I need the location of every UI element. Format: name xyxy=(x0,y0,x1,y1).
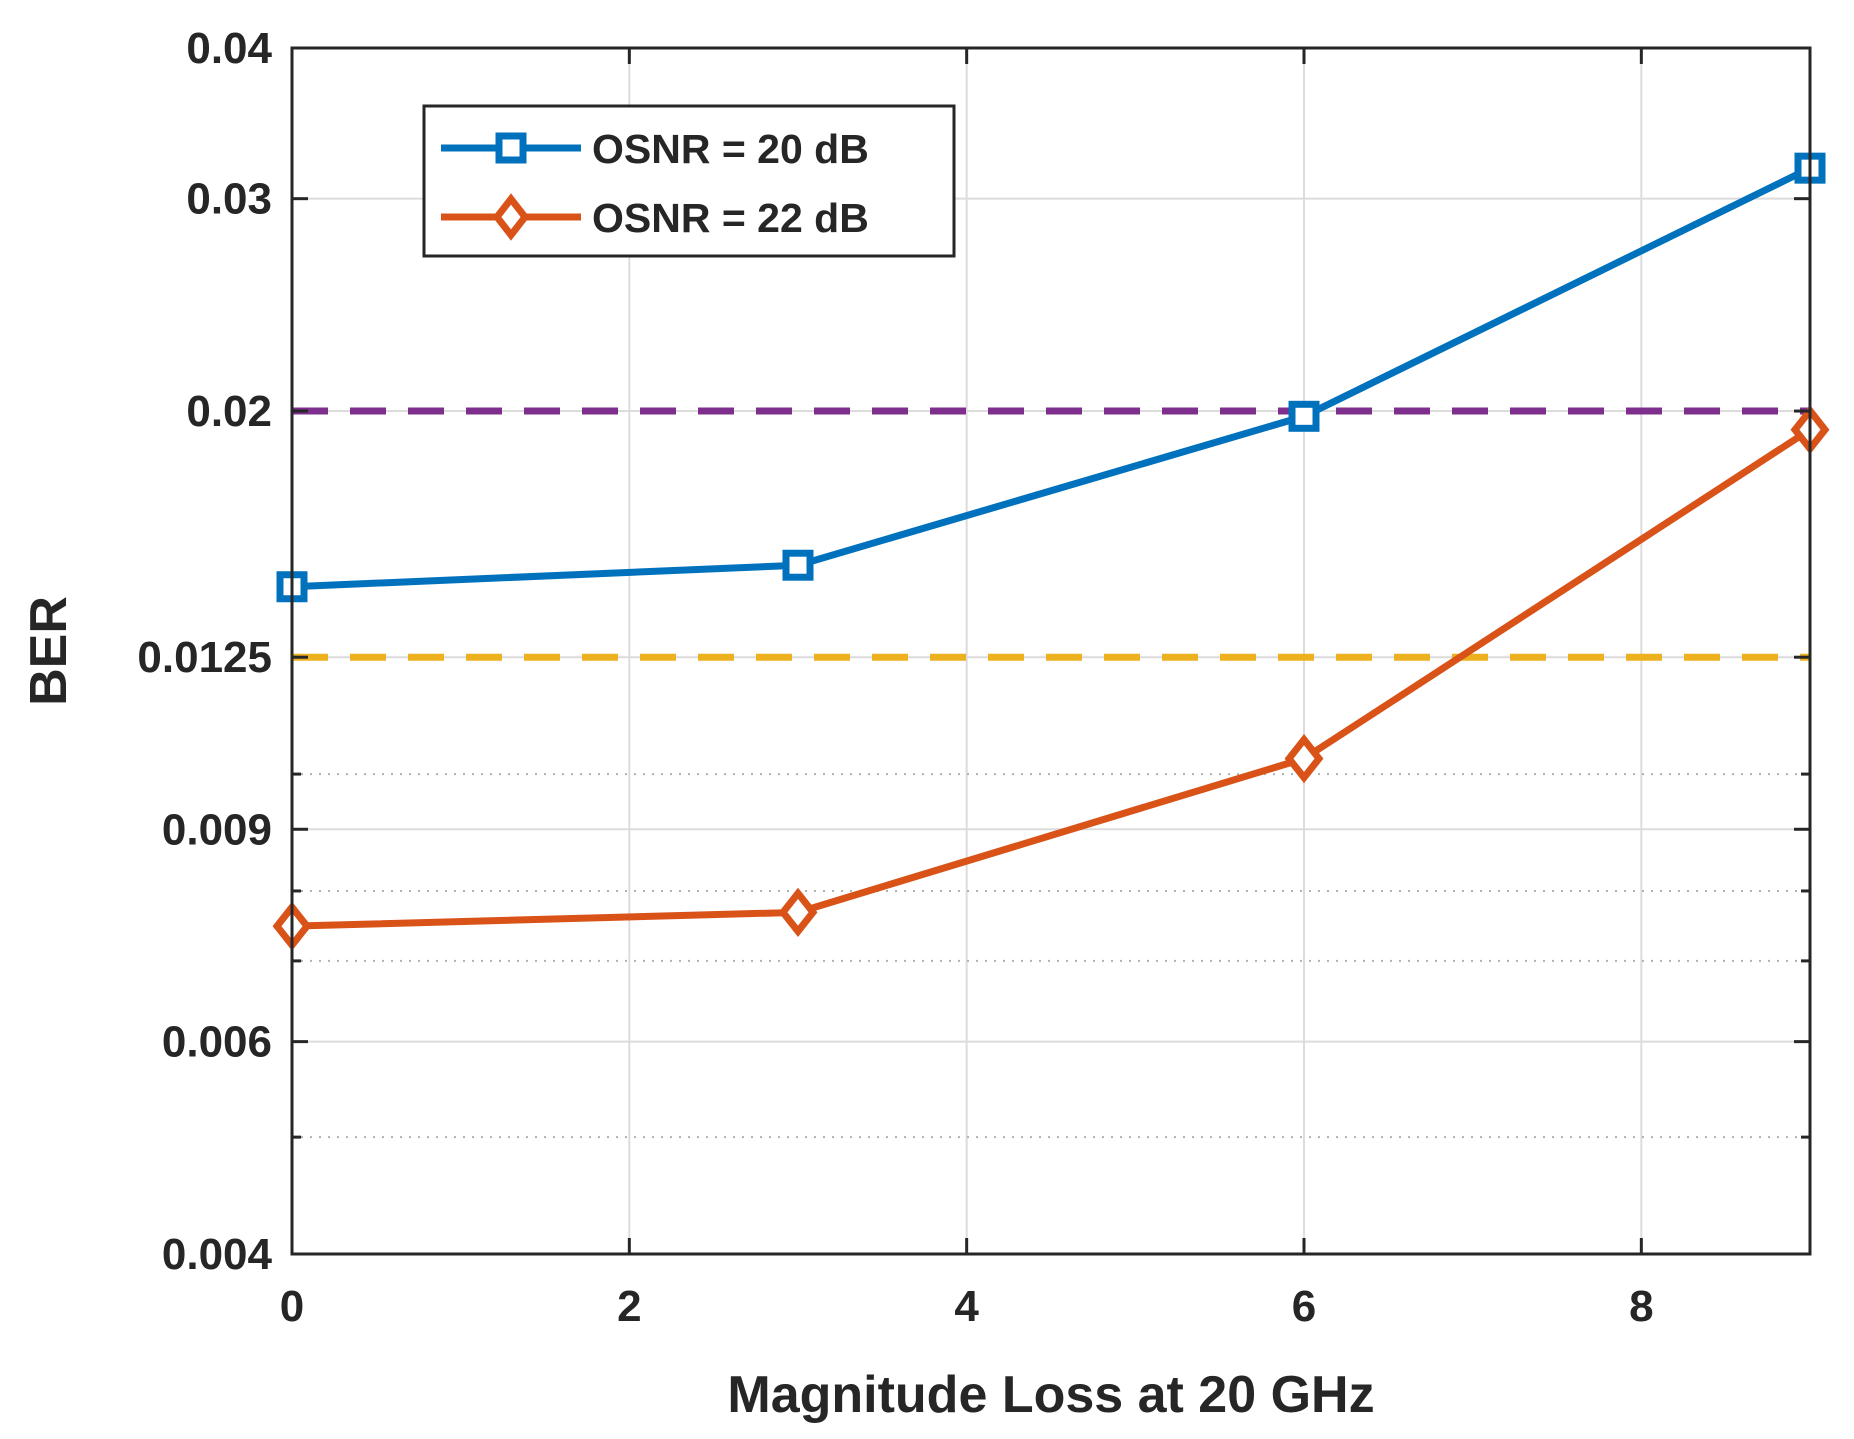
y-tick-label: 0.03 xyxy=(186,175,272,224)
data-point-square xyxy=(1288,400,1320,432)
x-tick-label: 8 xyxy=(1629,1282,1653,1331)
x-tick-label: 0 xyxy=(280,1282,304,1331)
y-tick-label: 0.004 xyxy=(162,1230,273,1279)
legend-marker-diamond xyxy=(492,193,530,241)
legend-marker-square xyxy=(495,132,527,164)
y-tick-label: 0.04 xyxy=(186,24,272,73)
legend-label-osnr-22: OSNR = 22 dB xyxy=(592,195,869,241)
x-tick-label: 6 xyxy=(1292,1282,1316,1331)
x-axis-title: Magnitude Loss at 20 GHz xyxy=(727,1366,1374,1424)
reference-lines xyxy=(292,407,1810,661)
series-line-0 xyxy=(291,165,1812,591)
plot-frame xyxy=(290,46,1812,1256)
legend: OSNR = 20 dB OSNR = 22 dB xyxy=(422,104,956,258)
data-point-diamond xyxy=(778,887,818,937)
data-point-diamond xyxy=(1284,733,1324,784)
x-tick-label: 2 xyxy=(617,1282,641,1331)
axis-ticks: 0 2 4 6 8 0.004 0.006 0.009 0.0125 0.02 0.03 0.04 xyxy=(137,24,1810,1331)
y-tick-label: 0.02 xyxy=(186,387,272,436)
legend-label-osnr-20: OSNR = 20 dB xyxy=(592,126,869,172)
y-tick-label: 0.0125 xyxy=(137,633,272,682)
x-tick-label: 4 xyxy=(954,1282,979,1331)
y-axis-title: BER xyxy=(20,596,78,706)
y-tick-label: 0.009 xyxy=(162,805,272,854)
y-tick-label: 0.006 xyxy=(162,1018,272,1067)
data-point-square xyxy=(782,549,814,581)
legend-entry-osnr-22: OSNR = 22 dB xyxy=(441,193,869,241)
series-line-1 xyxy=(291,426,1812,930)
legend-entry-osnr-20: OSNR = 20 dB xyxy=(441,126,869,172)
